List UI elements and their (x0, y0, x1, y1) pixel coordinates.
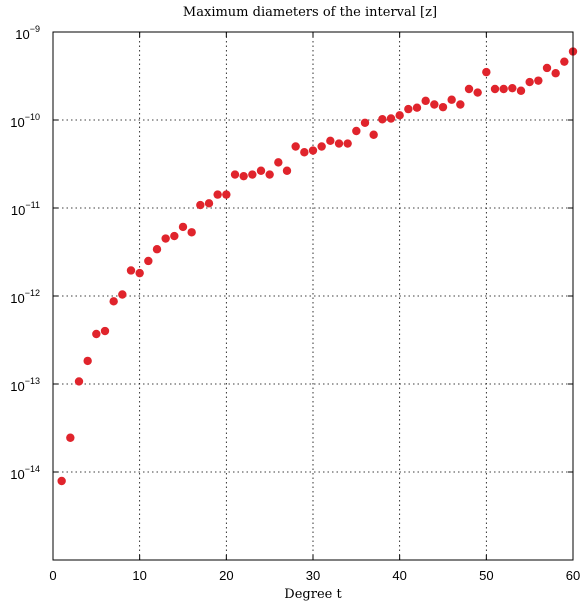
y-tick-base: 10 (10, 291, 24, 306)
data-point (187, 228, 196, 237)
data-point (178, 222, 188, 232)
data-point (508, 83, 517, 93)
data-point (343, 139, 352, 148)
data-point (482, 67, 491, 77)
data-point (551, 69, 560, 78)
y-tick-base: 10 (10, 467, 24, 482)
data-point (109, 297, 118, 306)
data-point (464, 84, 474, 94)
data-point (352, 126, 361, 136)
data-point (317, 142, 326, 151)
data-point (126, 266, 136, 275)
data-point (456, 100, 465, 109)
data-point (395, 111, 404, 120)
data-point (404, 104, 413, 114)
data-point (499, 84, 508, 94)
y-tick-base: 10 (15, 27, 29, 42)
x-axis-label: Degree t (284, 587, 342, 602)
data-point (152, 245, 162, 254)
data-point (83, 356, 92, 366)
y-tick-base: 10 (11, 203, 25, 218)
y-tick-label: 10−10 (10, 112, 40, 130)
y-tick-exponent: −13 (25, 376, 40, 386)
data-point (421, 96, 430, 106)
x-tick-label: 10 (132, 568, 146, 583)
data-point (161, 234, 170, 243)
data-point (378, 115, 387, 124)
data-point (213, 190, 222, 199)
x-tick-label: 20 (219, 568, 233, 583)
y-tick-exponent: −11 (25, 200, 40, 210)
data-point (473, 88, 482, 97)
data-point (282, 166, 292, 175)
data-point (490, 84, 500, 94)
y-tick-exponent: −9 (30, 24, 40, 34)
data-point (516, 86, 526, 95)
chart-title: Maximum diameters of the interval [z] (183, 5, 437, 20)
data-point (204, 199, 214, 208)
data-point (74, 377, 84, 386)
data-point (534, 76, 543, 85)
data-point (560, 57, 569, 66)
data-point (222, 190, 231, 199)
data-point (360, 118, 370, 127)
data-point (326, 136, 335, 146)
data-point (300, 148, 309, 157)
data-point (256, 166, 266, 175)
data-point (525, 77, 534, 87)
y-tick-label: 10−12 (10, 288, 40, 306)
y-tick-base: 10 (10, 115, 24, 130)
data-point (118, 290, 127, 299)
grid (53, 32, 573, 560)
data-point (291, 142, 300, 151)
y-tick-label: 10−13 (10, 376, 40, 394)
data-point (170, 231, 179, 241)
data-points (57, 47, 578, 486)
data-point (57, 476, 66, 486)
x-tick-label: 0 (49, 568, 56, 583)
data-point (100, 326, 110, 336)
y-tick-label: 10−9 (15, 24, 40, 42)
y-tick-exponent: −14 (25, 464, 40, 474)
data-point (248, 170, 257, 179)
data-point (239, 171, 248, 181)
data-point (438, 102, 448, 112)
y-tick-exponent: −12 (25, 288, 40, 298)
y-tick-base: 10 (10, 379, 24, 394)
data-point (334, 139, 344, 148)
data-point (135, 268, 144, 278)
data-point (369, 130, 378, 139)
data-point (230, 170, 240, 179)
data-point (92, 329, 101, 339)
data-point (196, 200, 205, 210)
data-point (447, 95, 456, 104)
data-point (386, 114, 396, 123)
x-tick-label: 50 (479, 568, 493, 583)
data-point (66, 433, 75, 442)
y-tick-label: 10−11 (11, 200, 40, 218)
axis-ticks: 0 10 20 30 40 50 6010−1410−1310−1210−1110−1010… (10, 24, 580, 583)
data-point (308, 146, 318, 155)
y-tick-label: 10−14 (10, 464, 40, 482)
x-tick-label: 60 (566, 568, 580, 583)
data-point (274, 158, 283, 167)
data-point (144, 256, 153, 266)
x-tick-label: 40 (392, 568, 406, 583)
y-tick-exponent: −10 (25, 112, 40, 122)
x-tick-label: 30 (306, 568, 320, 583)
plot-frame (52, 31, 574, 561)
data-point (430, 100, 439, 109)
data-point (542, 63, 552, 73)
data-point (412, 103, 422, 112)
data-point (265, 170, 274, 179)
